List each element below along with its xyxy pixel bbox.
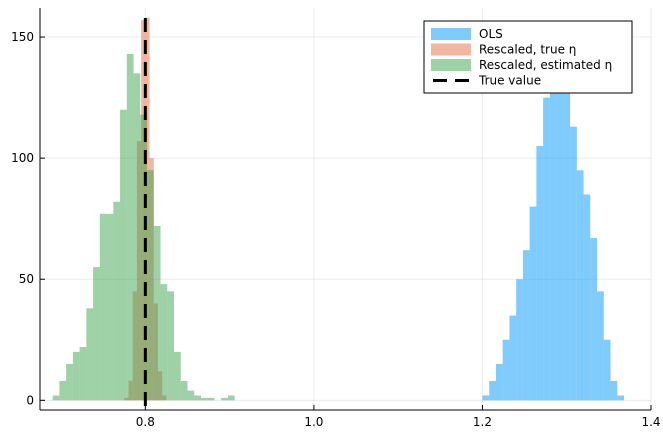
y-tick-label-3: 150	[11, 30, 34, 44]
legend-label-2: Rescaled, estimated η	[479, 58, 612, 72]
legend-label-1: Rescaled, true η	[479, 43, 576, 57]
bar-2-9	[113, 201, 121, 401]
bar-0-1	[489, 380, 496, 401]
bar-2-6	[93, 267, 100, 401]
bar-0-3	[502, 339, 510, 401]
bar-2-21	[194, 395, 201, 401]
bar-0-7	[529, 206, 537, 401]
bar-0-16	[590, 238, 598, 401]
x-tick-label-2: 1.2	[473, 415, 492, 429]
x-tick-label-3: 1.4	[641, 415, 660, 429]
bar-0-19	[610, 380, 618, 401]
bar-0-17	[597, 291, 604, 401]
bar-2-14	[147, 170, 154, 401]
bar-2-0	[52, 395, 60, 401]
tick-labels: 0.8 1.0 1.2 1.4 0 50 100 150	[11, 30, 660, 429]
bar-2-26	[227, 395, 235, 401]
y-tick-label-2: 100	[11, 151, 34, 165]
bar-2-8	[106, 213, 114, 401]
bar-0-0	[482, 395, 490, 401]
bar-0-8	[536, 146, 544, 401]
bar-0-14	[576, 170, 584, 401]
histogram-bars	[52, 17, 625, 401]
legend-swatch-1	[431, 43, 471, 56]
y-tick-label-1: 50	[19, 272, 34, 286]
bar-2-16	[160, 284, 168, 401]
bar-0-9	[543, 97, 550, 401]
bar-2-11	[126, 54, 134, 401]
bar-2-4	[79, 347, 87, 401]
bar-2-13	[140, 114, 148, 401]
bar-2-22	[200, 397, 208, 401]
bar-2-10	[120, 109, 127, 401]
y-tick-label-0: 0	[26, 393, 34, 407]
bar-0-11	[556, 24, 564, 401]
bar-0-20	[617, 395, 625, 401]
x-tick-label-1: 1.0	[304, 415, 323, 429]
bar-2-12	[133, 73, 141, 401]
bar-2-17	[167, 291, 174, 401]
bar-0-4	[509, 315, 517, 401]
bar-2-2	[66, 363, 73, 401]
bar-2-19	[180, 380, 188, 401]
series-2-bars	[52, 54, 235, 401]
bar-2-18	[173, 351, 181, 401]
bar-0-10	[549, 44, 557, 401]
bar-0-15	[583, 194, 591, 401]
bar-2-23	[207, 397, 215, 401]
bar-2-5	[86, 308, 94, 401]
legend-swatch-2	[431, 59, 471, 71]
bar-2-7	[99, 213, 107, 401]
bar-2-1	[59, 380, 67, 401]
bar-0-18	[603, 339, 611, 401]
bar-2-15	[153, 225, 161, 401]
legend-label-3: True value	[478, 74, 541, 88]
bar-2-25	[221, 397, 228, 401]
bar-0-13	[570, 126, 577, 401]
bar-0-2	[495, 363, 503, 401]
legend-label-0: OLS	[479, 27, 503, 41]
bar-0-12	[563, 68, 571, 401]
bar-2-20	[187, 390, 195, 401]
legend-swatch-0	[431, 28, 471, 40]
series-0-bars	[482, 24, 625, 401]
bar-0-5	[516, 279, 523, 401]
bar-2-3	[72, 351, 80, 401]
axes	[39, 8, 652, 411]
bar-0-6	[522, 250, 530, 401]
x-tick-label-0: 0.8	[136, 415, 155, 429]
